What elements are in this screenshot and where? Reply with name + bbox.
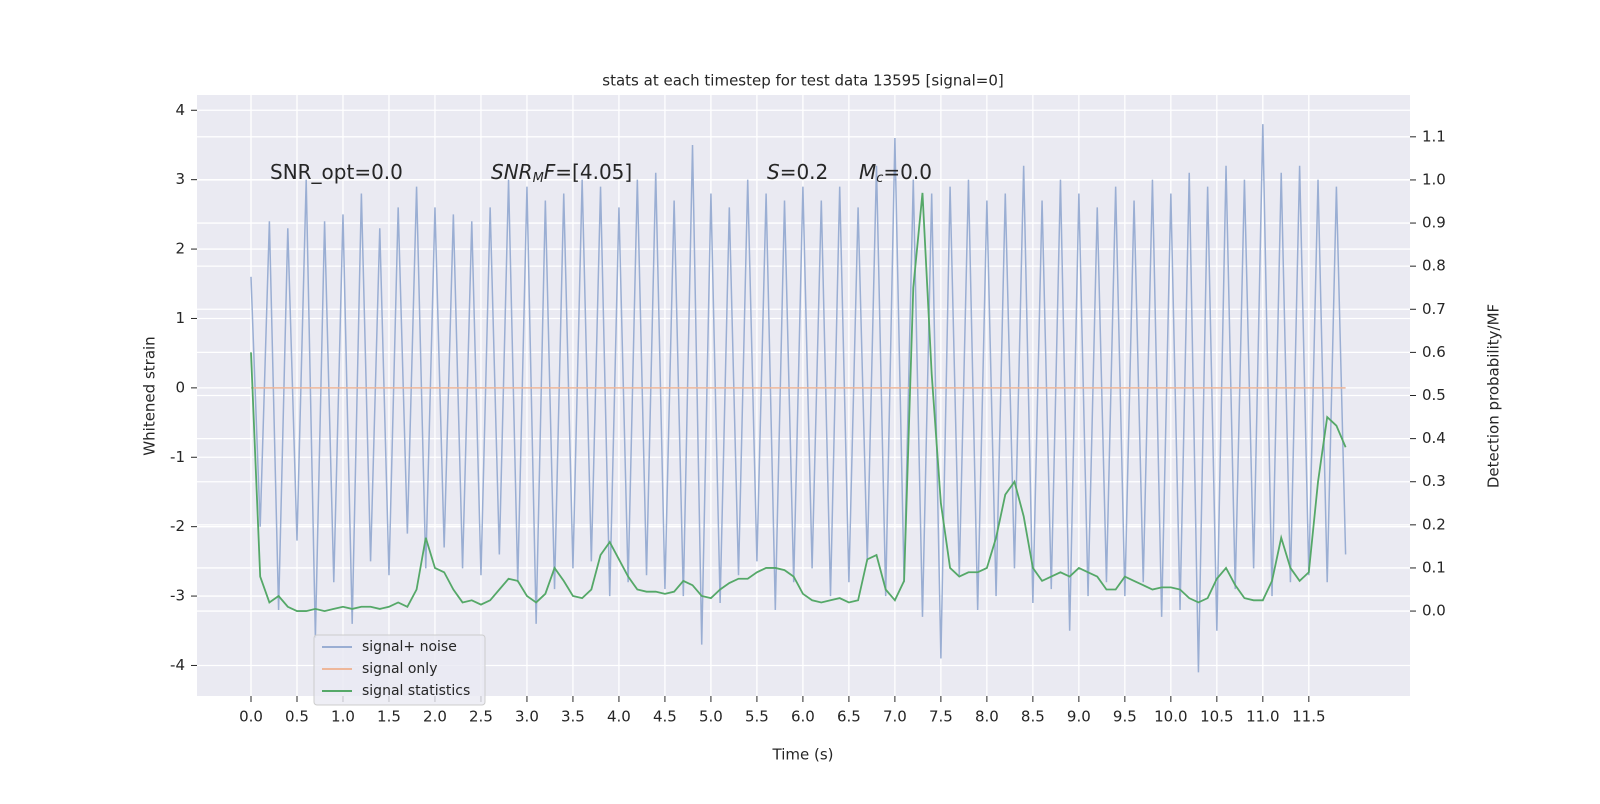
series-line [250, 124, 1347, 673]
y-tick-label: -3 [170, 587, 185, 605]
x-tick-label: 11.5 [1292, 708, 1325, 726]
y2-tick-label: 0.6 [1422, 343, 1446, 361]
annotation: S=0.2 [767, 160, 828, 184]
annotation-part: =0.2 [780, 160, 829, 184]
x-tick-label: 2.0 [423, 708, 447, 726]
x-tick-label: 2.5 [469, 708, 493, 726]
x-tick-label: 10.0 [1154, 708, 1187, 726]
x-tick-label: 9.5 [1113, 708, 1137, 726]
annotation-part: M [533, 171, 544, 186]
x-tick-label: 7.0 [883, 708, 907, 726]
series-line [250, 192, 1347, 612]
x-tick-label: 9.0 [1067, 708, 1091, 726]
x-tick-label: 1.5 [377, 708, 401, 726]
legend-label: signal only [362, 661, 437, 677]
annotation-part: S [767, 160, 780, 184]
y-tick-label: 1 [175, 309, 185, 327]
annotation: SNRMF=[4.05] [491, 160, 632, 186]
y2-tick-label: 0.9 [1422, 214, 1446, 232]
annotation-part: SNR [491, 160, 533, 184]
y2-tick-label: 1.0 [1422, 170, 1446, 188]
annotation: SNR_opt=0.0 [270, 160, 403, 184]
y2-tick-label: 0.3 [1422, 472, 1446, 490]
annotation: Mc=0.0 [859, 160, 932, 186]
x-tick-label: 8.5 [1021, 708, 1045, 726]
y2-tick-label: 0.4 [1422, 429, 1446, 447]
x-tick-label: 4.5 [653, 708, 677, 726]
x-tick-label: 6.5 [837, 708, 861, 726]
x-tick-label: 0.0 [239, 708, 263, 726]
y-axis-label: Whitened strain [141, 336, 159, 455]
x-tick-label: 10.5 [1200, 708, 1233, 726]
x-tick-label: 1.0 [331, 708, 355, 726]
x-tick-label: 3.5 [561, 708, 585, 726]
y-tick-label: -2 [170, 517, 185, 535]
y2-tick-label: 0.0 [1422, 602, 1446, 620]
x-axis-label: Time (s) [772, 746, 834, 764]
legend-label: signal statistics [362, 683, 470, 699]
x-tick-label: 11.0 [1246, 708, 1279, 726]
annotation-part: =[4.05] [555, 160, 632, 184]
y2-tick-label: 0.7 [1422, 300, 1446, 318]
x-tick-label: 7.5 [929, 708, 953, 726]
y-tick-label: 0 [175, 378, 185, 396]
y-tick-label: -4 [170, 656, 185, 674]
annotation-part: SNR_opt=0.0 [270, 160, 403, 184]
y2-tick-label: 0.2 [1422, 515, 1446, 533]
y2-tick-label: 0.1 [1422, 558, 1446, 576]
x-tick-label: 6.0 [791, 708, 815, 726]
annotation-part: =0.0 [883, 160, 932, 184]
y-tick-label: -1 [170, 448, 185, 466]
legend-label: signal+ noise [362, 639, 457, 655]
annotation-part: M [859, 160, 876, 184]
x-tick-label: 8.0 [975, 708, 999, 726]
y2-tick-label: 1.1 [1422, 127, 1446, 145]
y-tick-label: 3 [175, 170, 185, 188]
annotation-part: F [544, 160, 556, 184]
y-tick-label: 4 [175, 101, 185, 119]
x-tick-label: 3.0 [515, 708, 539, 726]
x-tick-label: 5.0 [699, 708, 723, 726]
y2-axis-label: Detection probability/MF [1485, 304, 1503, 488]
legend-box [313, 634, 486, 706]
annotation-part: c [876, 171, 883, 186]
chart-title: stats at each timestep for test data 135… [602, 72, 1003, 90]
x-tick-label: 5.5 [745, 708, 769, 726]
y-tick-label: 2 [175, 240, 185, 258]
x-tick-label: 4.0 [607, 708, 631, 726]
x-tick-label: 0.5 [285, 708, 309, 726]
y2-tick-label: 0.8 [1422, 257, 1446, 275]
y2-tick-label: 0.5 [1422, 386, 1446, 404]
